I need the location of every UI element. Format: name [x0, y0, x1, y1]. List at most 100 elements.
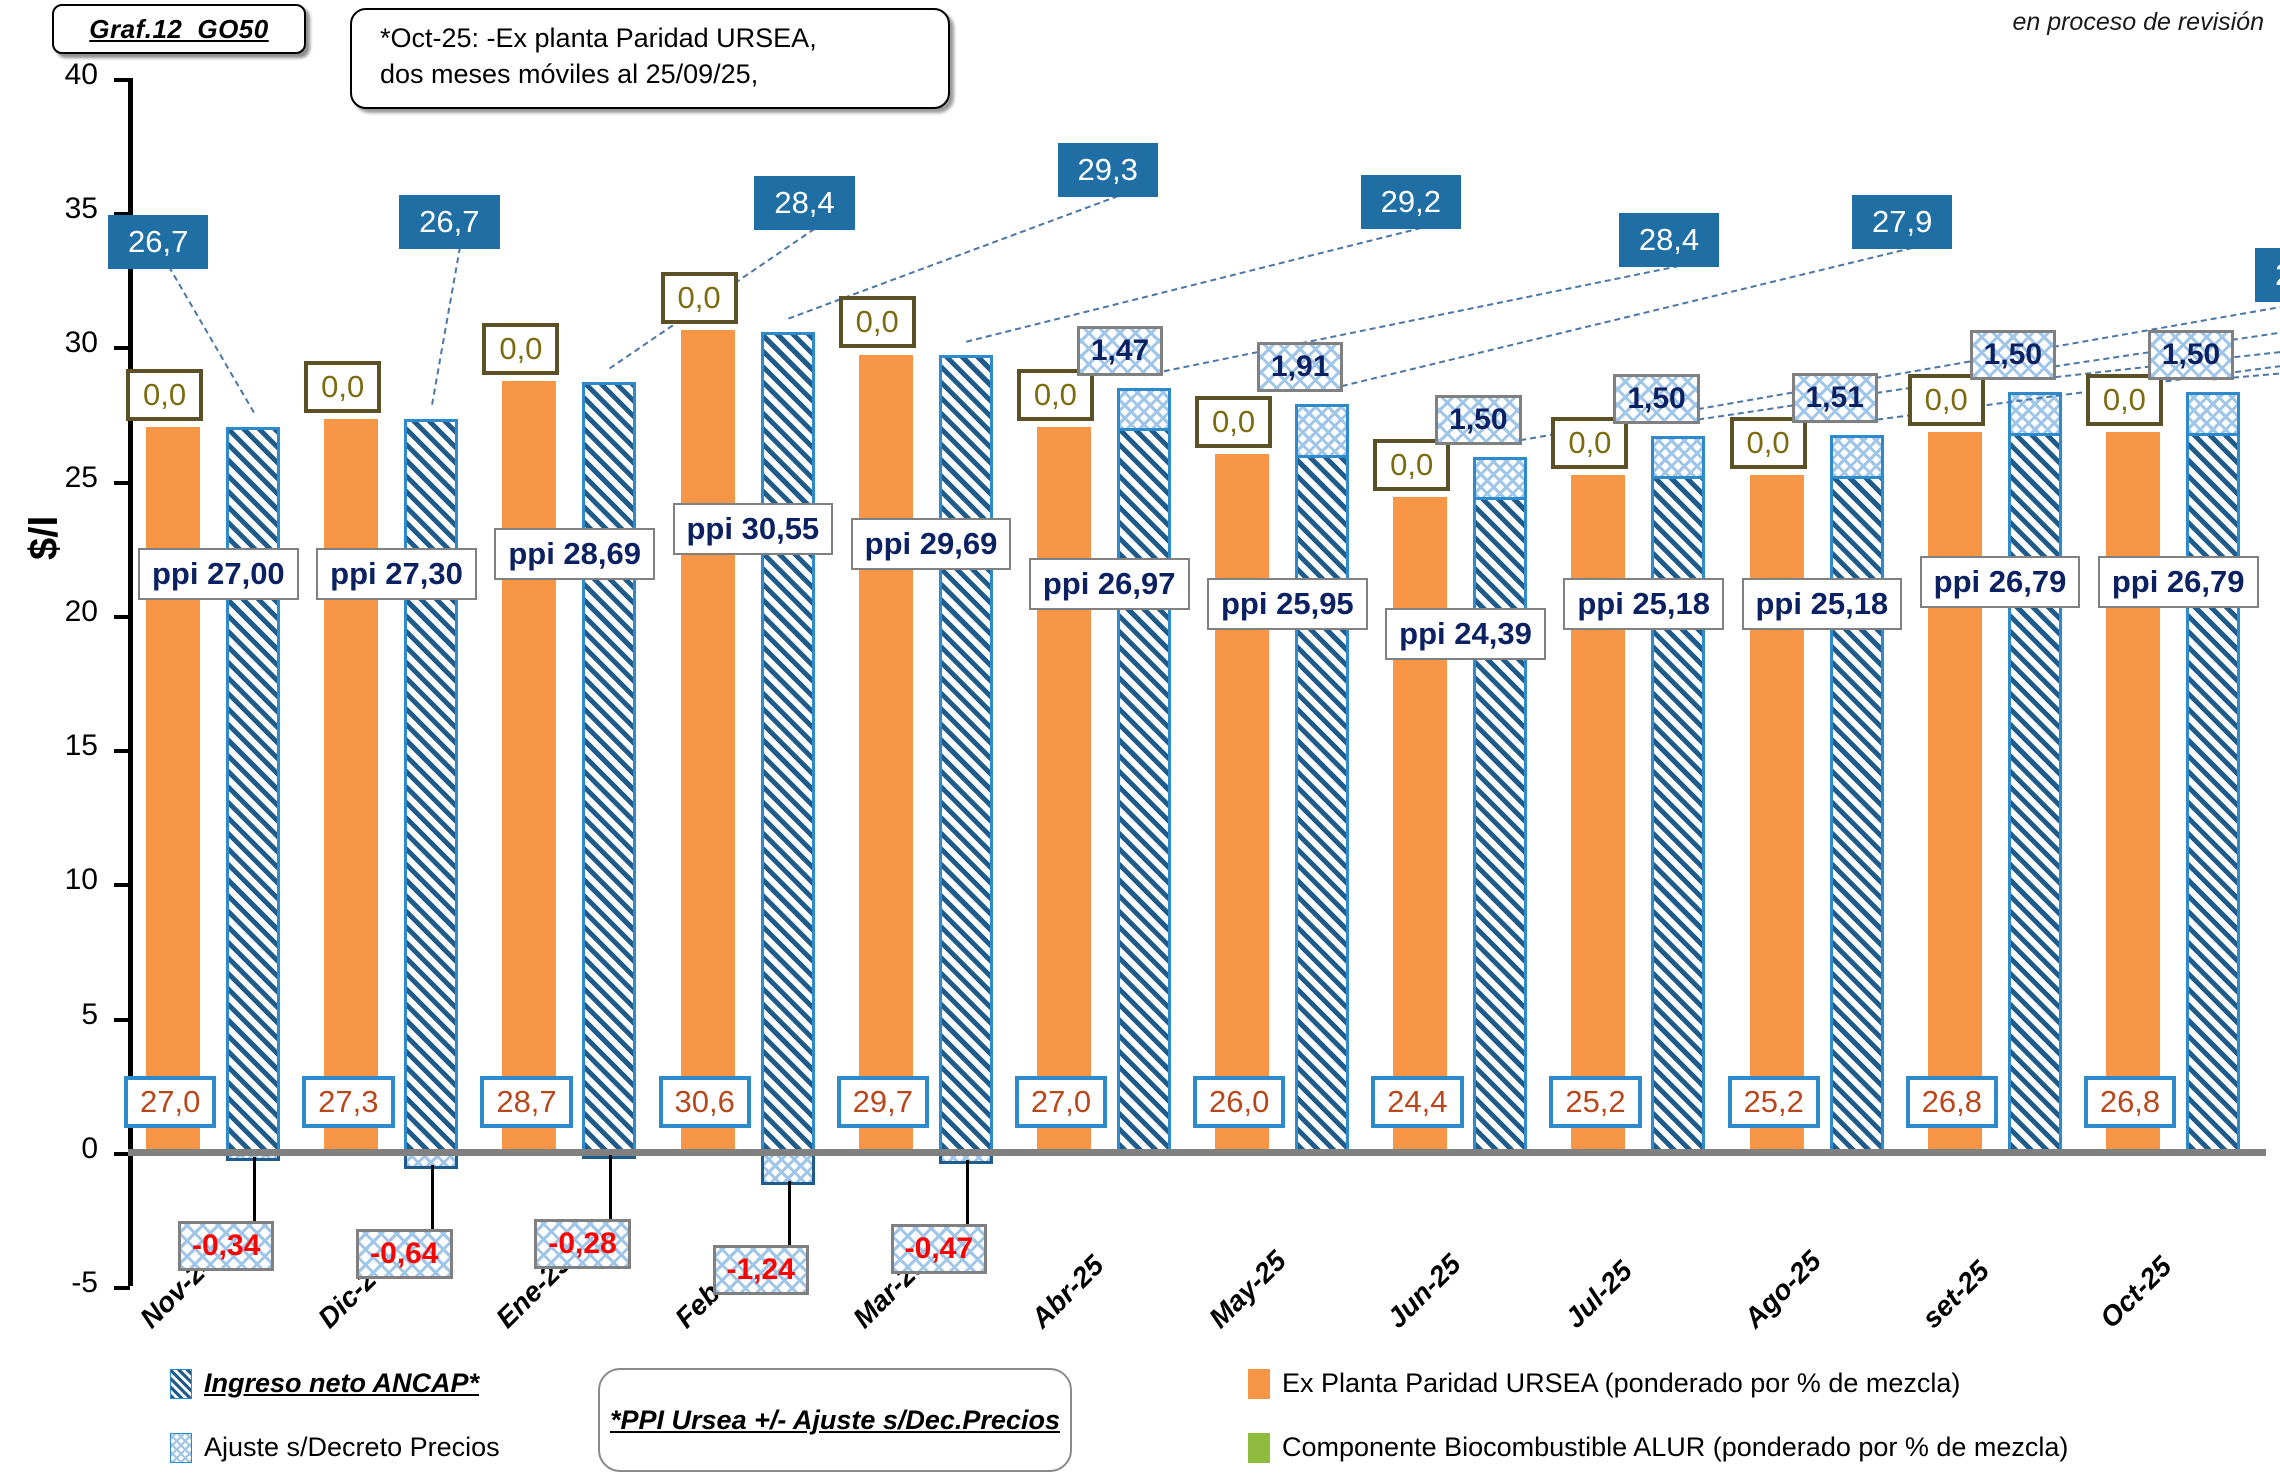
- label-biocombustible-zero: 0,0: [2085, 374, 2163, 427]
- total-callout-label: 26,7: [399, 195, 500, 249]
- bar-ajuste-decreto[interactable]: [1651, 435, 1706, 476]
- bar-ex-planta[interactable]: [1036, 426, 1091, 1152]
- bar-ingreso-neto[interactable]: [226, 426, 280, 1152]
- label-ppi: ppi 27,30: [316, 548, 477, 600]
- zero-baseline: [128, 1148, 2266, 1156]
- y-tick: [114, 1286, 130, 1290]
- label-ajuste-negative: -0,28: [534, 1219, 631, 1270]
- label-ajuste-negative: -1,24: [712, 1245, 809, 1296]
- bar-ajuste-decreto[interactable]: [1473, 456, 1528, 498]
- bar-ajuste-decreto[interactable]: [1116, 388, 1171, 428]
- oct-note-line2: dos meses móviles al 25/09/25,: [380, 59, 759, 90]
- legend-swatch-adjust-icon: [170, 1432, 192, 1463]
- bar-ingreso-neto[interactable]: [938, 354, 993, 1152]
- bar-ex-planta[interactable]: [1215, 453, 1269, 1152]
- bar-ex-planta[interactable]: [1927, 432, 1982, 1152]
- total-callout-label: 29,2: [1360, 175, 1461, 229]
- label-biocombustible-zero: 0,0: [1551, 417, 1629, 470]
- legend-label-ex-planta: Ex Planta Paridad URSEA (ponderado por %…: [1282, 1368, 1961, 1398]
- negative-leader-line: [253, 1156, 256, 1221]
- y-tick-label: 0: [81, 1131, 98, 1165]
- negative-leader-line: [431, 1164, 435, 1229]
- bar-ingreso-neto[interactable]: [1473, 497, 1528, 1152]
- label-ajuste-positive: 1,50: [1435, 394, 1522, 445]
- bar-ex-planta[interactable]: [146, 426, 200, 1152]
- label-ajuste-negative: -0,34: [178, 1220, 275, 1271]
- bar-ingreso-neto[interactable]: [1116, 427, 1171, 1152]
- total-callout-label: 28,4: [1618, 213, 1720, 267]
- label-ppi: ppi 25,18: [1563, 578, 1725, 630]
- negative-leader-line: [965, 1160, 969, 1225]
- bar-ingreso-neto[interactable]: [582, 381, 637, 1152]
- bar-group: [841, 78, 1019, 1286]
- label-biocombustible-zero: 0,0: [126, 368, 204, 421]
- negative-leader-line: [609, 1155, 613, 1220]
- bar-ajuste-decreto[interactable]: [1295, 403, 1349, 456]
- label-ex-planta-value: 27,0: [124, 1075, 217, 1128]
- label-ppi: ppi 29,69: [850, 518, 1012, 570]
- bar-ajuste-decreto[interactable]: [1829, 435, 1884, 476]
- bar-group: [484, 78, 662, 1286]
- bar-ex-planta[interactable]: [324, 418, 379, 1152]
- legend-item-ajuste-decreto: Ajuste s/Decreto Precios: [170, 1432, 500, 1463]
- bar-ajuste-decreto[interactable]: [760, 1151, 815, 1186]
- label-biocombustible-zero: 0,0: [304, 360, 382, 413]
- y-tick-label: 15: [64, 729, 98, 763]
- bar-ex-planta[interactable]: [502, 381, 557, 1152]
- label-ajuste-negative: -0,64: [356, 1228, 453, 1279]
- y-tick: [114, 749, 130, 754]
- bar-ingreso-neto[interactable]: [404, 418, 459, 1152]
- y-tick: [114, 212, 130, 217]
- label-ppi: ppi 25,95: [1207, 578, 1368, 630]
- negative-leader-line: [787, 1181, 791, 1246]
- total-callout-label: 27,9: [1852, 195, 1953, 249]
- label-ppi: ppi 28,69: [494, 528, 656, 580]
- bar-ingreso-neto[interactable]: [2007, 432, 2062, 1152]
- legend-swatch-hatch-icon: [170, 1368, 192, 1399]
- bar-ajuste-decreto[interactable]: [2185, 392, 2240, 433]
- label-ex-planta-value: 26,8: [2083, 1075, 2177, 1128]
- chart-plot-area: -5 0 5 10 15 20 25 30 35 40 Nov-24 Dic-24 Ene-25 Feb…: [65, 58, 2280, 1334]
- y-tick: [114, 1017, 130, 1022]
- y-tick: [114, 346, 130, 351]
- label-ex-planta-value: 30,6: [658, 1075, 751, 1128]
- bar-ex-planta[interactable]: [1749, 475, 1804, 1152]
- revision-note: en proceso de revisión: [2012, 8, 2264, 36]
- y-axis-title: $/l: [22, 515, 66, 560]
- label-biocombustible-zero: 0,0: [1195, 395, 1273, 448]
- bar-group: [1910, 78, 2088, 1286]
- bar-ex-planta[interactable]: [1393, 496, 1448, 1152]
- label-ajuste-positive: 1,50: [1613, 373, 1700, 424]
- label-ajuste-negative: -0,47: [890, 1224, 988, 1275]
- total-callout-label: 26,7: [108, 215, 209, 269]
- label-ppi: ppi 25,18: [1741, 578, 1903, 630]
- bar-ajuste-decreto[interactable]: [2007, 392, 2062, 433]
- label-biocombustible-zero: 0,0: [1373, 438, 1451, 491]
- label-biocombustible-zero: 0,0: [660, 272, 738, 325]
- y-tick-label: 40: [64, 58, 98, 91]
- y-tick-label: -5: [71, 1266, 98, 1299]
- y-tick: [114, 1151, 130, 1156]
- graf-tag: Graf.12_GO50: [52, 4, 306, 54]
- chart-legend: Ingreso neto ANCAP* Ajuste s/Decreto Pre…: [0, 1356, 2280, 1482]
- oct-note-line1: *Oct-25: -Ex planta Paridad URSEA,: [380, 23, 817, 53]
- bar-ex-planta[interactable]: [680, 330, 735, 1152]
- y-tick: [114, 883, 130, 888]
- total-callout-label: 28,4: [754, 176, 855, 230]
- bar-ingreso-neto[interactable]: [760, 331, 815, 1152]
- legend-label-ingreso-neto: Ingreso neto ANCAP*: [204, 1368, 480, 1398]
- y-tick: [114, 614, 130, 619]
- label-ex-planta-value: 26,0: [1193, 1075, 1286, 1128]
- label-ajuste-positive: 1,50: [2147, 330, 2235, 381]
- y-tick: [114, 480, 130, 485]
- bar-ex-planta[interactable]: [1571, 475, 1626, 1152]
- bar-ex-planta[interactable]: [2105, 432, 2160, 1152]
- oct-note-box: *Oct-25: -Ex planta Paridad URSEA, dos m…: [350, 8, 950, 109]
- label-biocombustible-zero: 0,0: [1729, 417, 1807, 470]
- bar-ex-planta[interactable]: [858, 354, 913, 1152]
- bar-ingreso-neto[interactable]: [2185, 432, 2240, 1152]
- label-biocombustible-zero: 0,0: [482, 323, 560, 376]
- label-ajuste-positive: 1,91: [1257, 341, 1344, 392]
- bar-ingreso-neto[interactable]: [1295, 455, 1349, 1152]
- legend-label-biocombustible: Componente Biocombustible ALUR (ponderad…: [1282, 1432, 2069, 1462]
